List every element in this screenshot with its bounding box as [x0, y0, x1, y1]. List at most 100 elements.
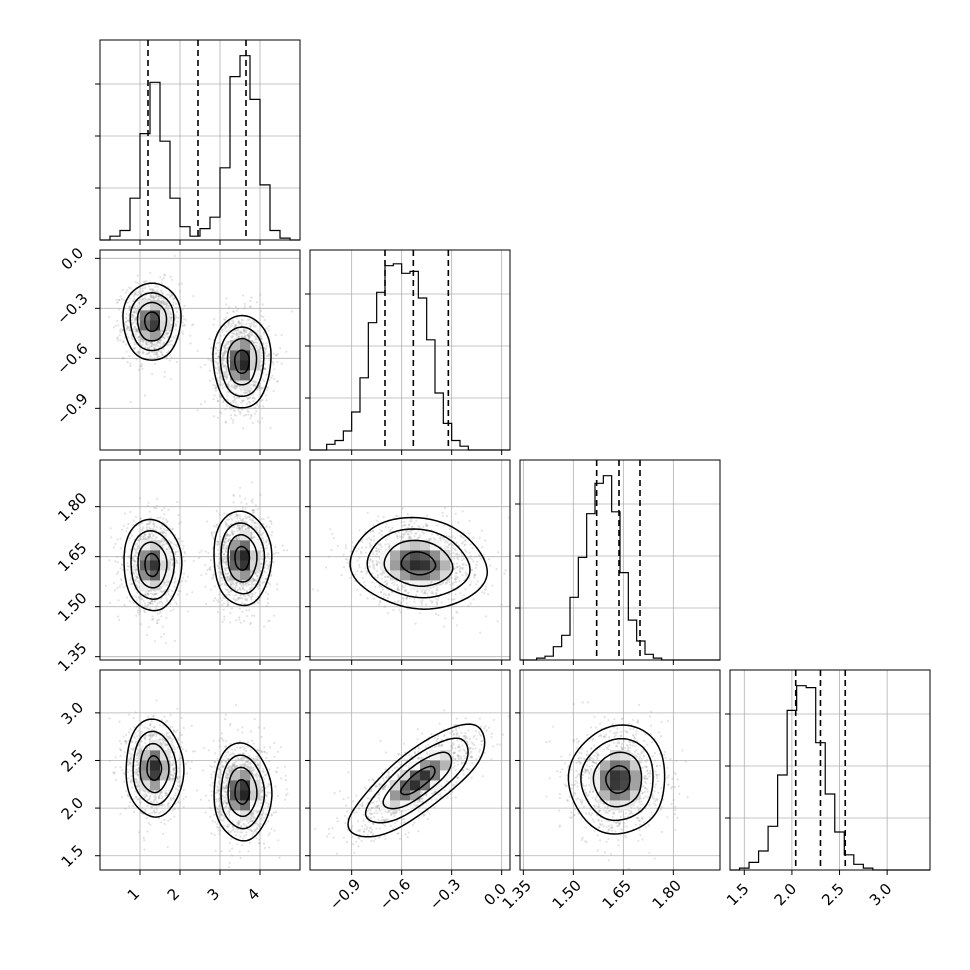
sample-point — [264, 571, 267, 574]
sample-point — [126, 324, 129, 327]
sample-point — [238, 330, 241, 333]
sample-point — [264, 347, 267, 350]
sample-point — [196, 349, 199, 352]
sample-point — [218, 365, 221, 368]
sample-point — [132, 300, 135, 303]
sample-point — [237, 596, 241, 599]
sample-point — [226, 572, 229, 575]
sample-point — [221, 377, 224, 381]
sample-point — [238, 322, 241, 325]
sample-point — [223, 618, 226, 621]
sample-point — [212, 573, 215, 577]
sample-point — [268, 561, 271, 564]
sample-point — [236, 379, 239, 383]
sample-point — [238, 586, 241, 590]
sample-point — [221, 576, 224, 579]
sample-point — [149, 528, 152, 531]
sample-point — [222, 365, 225, 368]
sample-point — [163, 539, 166, 542]
sample-point — [174, 543, 177, 547]
sample-point — [191, 591, 194, 594]
sample-point — [204, 602, 208, 605]
histogram-1 — [310, 263, 510, 451]
sample-point — [223, 553, 226, 556]
sample-point — [236, 335, 240, 338]
sample-point — [219, 383, 222, 386]
sample-point — [165, 597, 168, 600]
sample-point — [218, 368, 222, 372]
sample-point — [136, 547, 139, 550]
sample-point — [145, 343, 148, 346]
sample-point — [152, 534, 155, 537]
sample-point — [135, 343, 138, 346]
sample-point — [224, 537, 227, 540]
sample-point — [224, 561, 227, 564]
sample-point — [216, 379, 220, 382]
sample-point — [133, 559, 136, 562]
sample-point — [270, 573, 273, 576]
sample-point — [216, 416, 219, 419]
sample-point — [167, 304, 170, 307]
sample-point — [222, 354, 225, 357]
density-cell — [240, 360, 251, 371]
sample-point — [235, 385, 238, 388]
sample-point — [218, 384, 222, 387]
sample-point — [244, 305, 247, 308]
sample-point — [170, 323, 173, 326]
sample-point — [233, 330, 236, 333]
sample-point — [133, 297, 136, 301]
sample-point — [251, 340, 254, 343]
sample-point — [156, 289, 159, 292]
sample-point — [225, 366, 228, 369]
sample-point — [223, 568, 226, 571]
sample-point — [243, 584, 246, 587]
sample-point — [265, 347, 268, 351]
sample-point — [260, 387, 263, 390]
sample-point — [249, 417, 252, 420]
sample-point — [163, 580, 166, 584]
sample-point — [165, 548, 169, 551]
sample-point — [221, 603, 224, 607]
sample-point — [223, 351, 226, 354]
sample-point — [151, 373, 154, 376]
sample-point — [211, 377, 215, 380]
sample-point — [143, 535, 146, 538]
sample-point — [134, 551, 137, 554]
sample-point — [248, 400, 251, 403]
sample-point — [241, 525, 244, 528]
sample-point — [254, 522, 257, 525]
sample-point — [128, 308, 131, 311]
sample-point — [253, 536, 256, 539]
sample-point — [150, 600, 153, 603]
sample-point — [211, 534, 214, 537]
sample-point — [151, 615, 154, 618]
sample-point — [166, 332, 170, 335]
sample-point — [260, 337, 264, 340]
sample-point — [169, 540, 172, 544]
density-cell — [150, 300, 161, 311]
sample-point — [240, 336, 243, 339]
sample-point — [157, 340, 160, 343]
sample-point — [266, 597, 269, 601]
sample-point — [219, 535, 222, 538]
contour-line — [227, 534, 258, 583]
sample-point — [234, 324, 237, 327]
sample-point — [221, 362, 224, 365]
sample-point — [260, 534, 263, 537]
sample-point — [229, 326, 232, 329]
sample-point — [137, 336, 140, 339]
sample-point — [226, 575, 229, 578]
sample-point — [149, 602, 152, 605]
sample-point — [152, 520, 155, 523]
sample-point — [227, 538, 230, 541]
sample-point — [150, 344, 154, 347]
sample-point — [144, 790, 147, 793]
sample-point — [263, 367, 266, 370]
sample-point — [267, 563, 270, 566]
sample-point — [216, 543, 219, 547]
contour-line — [233, 349, 251, 374]
sample-point — [139, 340, 142, 343]
sample-point — [152, 522, 155, 525]
sample-point — [242, 329, 245, 332]
tick-label-x: 2.0 — [771, 880, 801, 910]
